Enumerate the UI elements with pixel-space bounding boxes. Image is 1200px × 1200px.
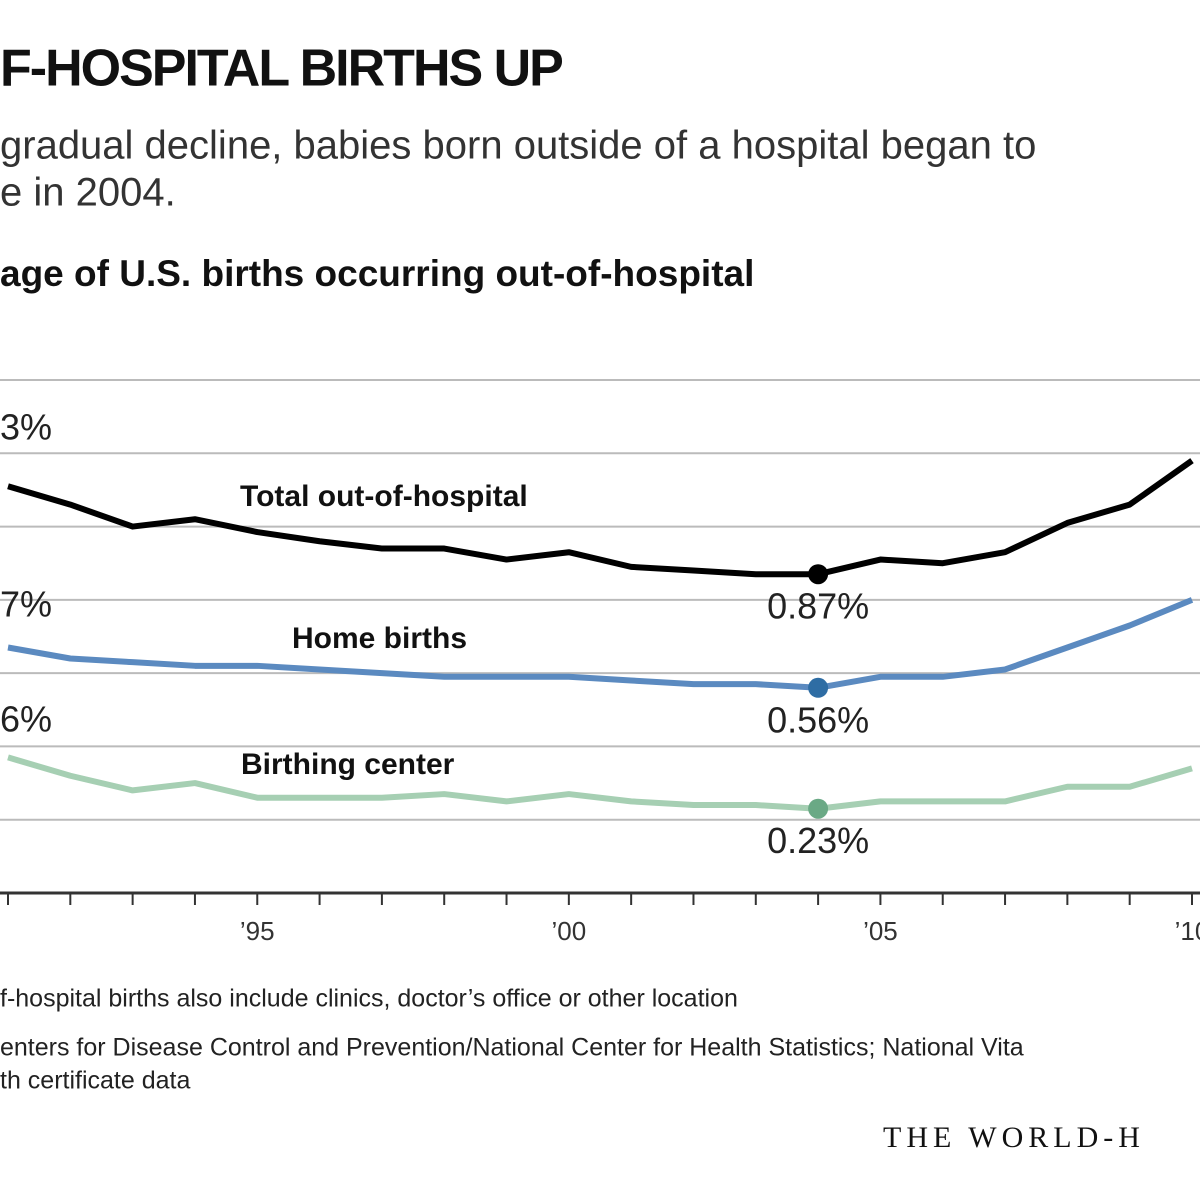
value-label: 0.56% [767,699,869,740]
x-tick-label: ’95 [240,916,275,946]
source: th certificate data [0,1067,190,1095]
series-line [7,754,1193,812]
source: enters for Disease Control and Preventio… [0,1034,1024,1062]
series-label: Birthing center [241,748,455,781]
x-tick-label: ’05 [863,916,898,946]
highlight-dot [808,798,829,819]
start-label: 3% [0,407,52,448]
subtitle: gradual decline, babies born outside of … [0,124,1036,168]
start-label: 6% [0,699,52,740]
series-label: Home births [292,622,467,655]
x-tick-label: ’00 [551,916,586,946]
series-line [7,597,1194,691]
value-label: 0.23% [767,820,869,861]
chart-title: F-HOSPITAL BIRTHS UP [0,40,562,98]
subtitle: e in 2004. [0,171,176,215]
x-tick-label: ’10 [1175,916,1200,946]
y-axis-title: age of U.S. births occurring out-of-hosp… [0,253,754,294]
highlight-dot [808,564,829,585]
value-label: 0.87% [767,586,869,627]
start-label: 7% [0,584,52,625]
series-label: Total out-of-hospital [240,480,528,513]
series-line [7,458,1194,578]
credit: THE WORLD-H [883,1121,1145,1154]
highlight-dot [808,677,829,698]
note: f-hospital births also include clinics, … [0,985,738,1013]
